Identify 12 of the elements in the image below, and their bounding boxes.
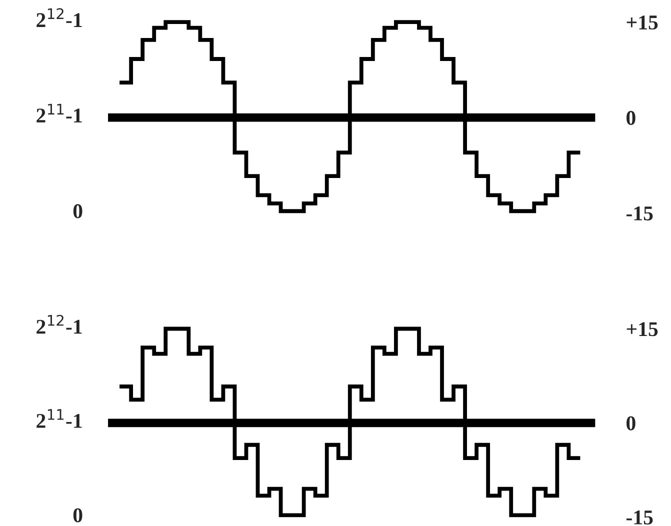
text: 2$^{11}$-1 (36, 409, 82, 428)
y-tick-label: 0 (626, 110, 636, 125)
y-tick-label: +15 (626, 16, 658, 30)
text: 2$^{12}$-1 (36, 314, 82, 334)
y-tick-label: +15 (626, 322, 658, 336)
y-tick-label: -15 (626, 510, 653, 524)
y-tick-label: 0 (626, 416, 636, 430)
text: 0 (73, 508, 82, 522)
text: 2$^{11}$-1 (36, 104, 82, 122)
text: 2$^{12}$-1 (36, 8, 82, 27)
y-tick-label: -15 (626, 206, 653, 220)
text: 0 (73, 204, 82, 218)
